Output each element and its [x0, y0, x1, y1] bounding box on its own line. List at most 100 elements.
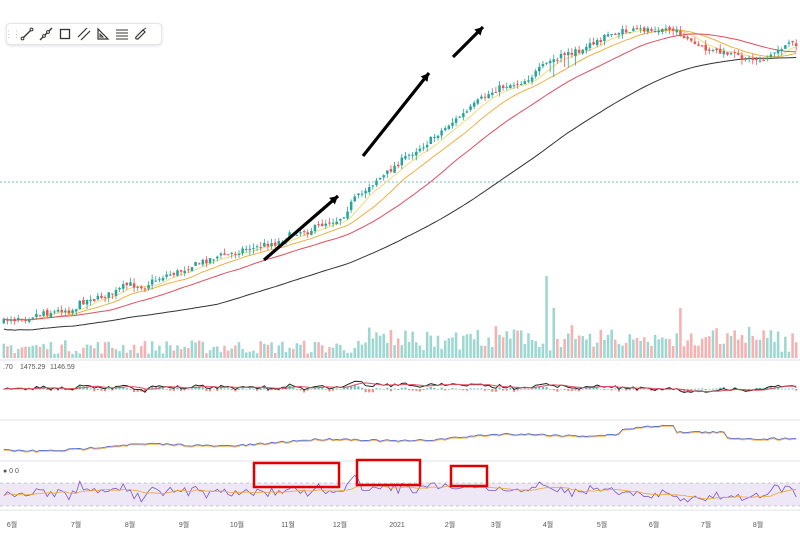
candle-body: [92, 299, 96, 301]
candle-body: [440, 130, 443, 136]
macd-histogram-bar: [791, 388, 794, 390]
rsi-line: [3, 474, 797, 503]
candle-body: [140, 286, 143, 289]
macd-histogram-bar: [393, 388, 396, 390]
volume-bar: [704, 337, 708, 358]
fibonacci-icon[interactable]: [112, 24, 131, 44]
candle-body: [31, 317, 35, 319]
candle-body: [494, 92, 498, 94]
macd-histogram-bar: [248, 388, 251, 390]
candle-body: [603, 34, 606, 42]
candle-body: [697, 44, 700, 46]
volume-bar: [639, 340, 642, 358]
candle-body: [375, 180, 378, 186]
candle-body: [639, 28, 642, 30]
candle-body: [353, 196, 357, 202]
volume-bar: [628, 334, 632, 358]
candle-body: [556, 59, 559, 61]
volume-bar: [776, 331, 780, 358]
volume-bar: [252, 350, 255, 358]
macd-histogram-bar: [530, 388, 534, 390]
candle-body: [614, 33, 617, 35]
macd-histogram-bar: [350, 385, 353, 390]
volume-bar: [729, 336, 733, 358]
macd-histogram-bar: [46, 389, 49, 391]
volume-bar: [762, 330, 765, 358]
macd-histogram-bar: [227, 388, 230, 390]
candle-body: [744, 58, 747, 60]
macd-histogram-bar: [465, 389, 469, 391]
annotation-box[interactable]: [355, 458, 422, 487]
volume-bar: [570, 325, 574, 358]
volume-bar: [281, 341, 284, 358]
macd-histogram-bar: [755, 388, 758, 390]
volume-bar: [168, 345, 172, 358]
volume-bar: [675, 333, 679, 358]
trend-arrow[interactable]: [262, 194, 340, 262]
candle-body: [6, 319, 9, 321]
candle-body: [527, 80, 530, 82]
candle-body: [682, 35, 686, 39]
volume-bar: [197, 340, 201, 358]
volume-bar: [650, 345, 653, 358]
volume-bar: [219, 352, 223, 358]
macd-histogram-bar: [368, 389, 371, 393]
macd-histogram-bar: [382, 389, 385, 390]
macd-histogram-bar: [386, 387, 389, 390]
parallel-channel-icon[interactable]: [74, 24, 93, 44]
macd-histogram-bar: [415, 389, 418, 391]
candle-body: [208, 258, 212, 264]
candle-body: [780, 49, 783, 51]
candle-body: [310, 230, 313, 235]
volume-bar: [454, 332, 458, 358]
x-axis-label: 11월: [281, 520, 295, 529]
volume-bar: [6, 346, 9, 358]
volume-bar: [342, 350, 346, 358]
volume-bar: [689, 333, 693, 358]
macd-histogram-bar: [172, 389, 175, 391]
volume-bar: [56, 353, 60, 358]
volume-bar: [585, 339, 588, 358]
trend-line-icon[interactable]: [17, 24, 36, 44]
macd-histogram-bar: [85, 387, 89, 390]
candle-body: [13, 318, 16, 322]
rectangle-icon[interactable]: [55, 24, 74, 44]
candle-body: [20, 318, 24, 320]
candle-body: [400, 157, 404, 166]
candle-body: [85, 300, 89, 305]
macd-histogram-bar: [107, 388, 110, 390]
annotation-box[interactable]: [449, 464, 489, 488]
macd-histogram-bar: [693, 388, 696, 390]
annotation-box[interactable]: [252, 461, 341, 489]
volume-bar: [270, 342, 273, 358]
volume-bar: [465, 334, 469, 358]
trend-arrow[interactable]: [361, 72, 431, 157]
macd-histogram-bar: [520, 389, 523, 390]
candle-body: [299, 232, 302, 234]
volume-bar: [35, 345, 38, 358]
x-axis-label: 7월: [701, 520, 711, 529]
macd-histogram-bar: [769, 386, 772, 390]
candle-body: [179, 270, 183, 272]
macd-histogram-bar: [400, 387, 403, 390]
candle-body: [38, 315, 42, 317]
candle-body: [382, 175, 385, 178]
candle-body: [129, 282, 132, 286]
ray-icon[interactable]: [36, 24, 55, 44]
macd-histogram-bar: [473, 388, 476, 390]
candle-body: [277, 240, 281, 245]
x-axis-label: 12월: [333, 520, 347, 529]
macd-histogram-bar: [129, 389, 132, 390]
drag-handle[interactable]: ⋮⋮: [4, 28, 21, 39]
volume-bar: [17, 348, 20, 358]
candle-body: [201, 259, 205, 265]
brush-icon[interactable]: [131, 24, 150, 44]
triangle-ruler-icon[interactable]: [93, 24, 112, 44]
candle-body: [776, 49, 780, 54]
candle-body: [172, 273, 176, 275]
volume-bar: [371, 338, 375, 358]
candle-body: [501, 85, 505, 89]
candle-body: [154, 280, 158, 282]
volume-bar: [740, 334, 744, 358]
